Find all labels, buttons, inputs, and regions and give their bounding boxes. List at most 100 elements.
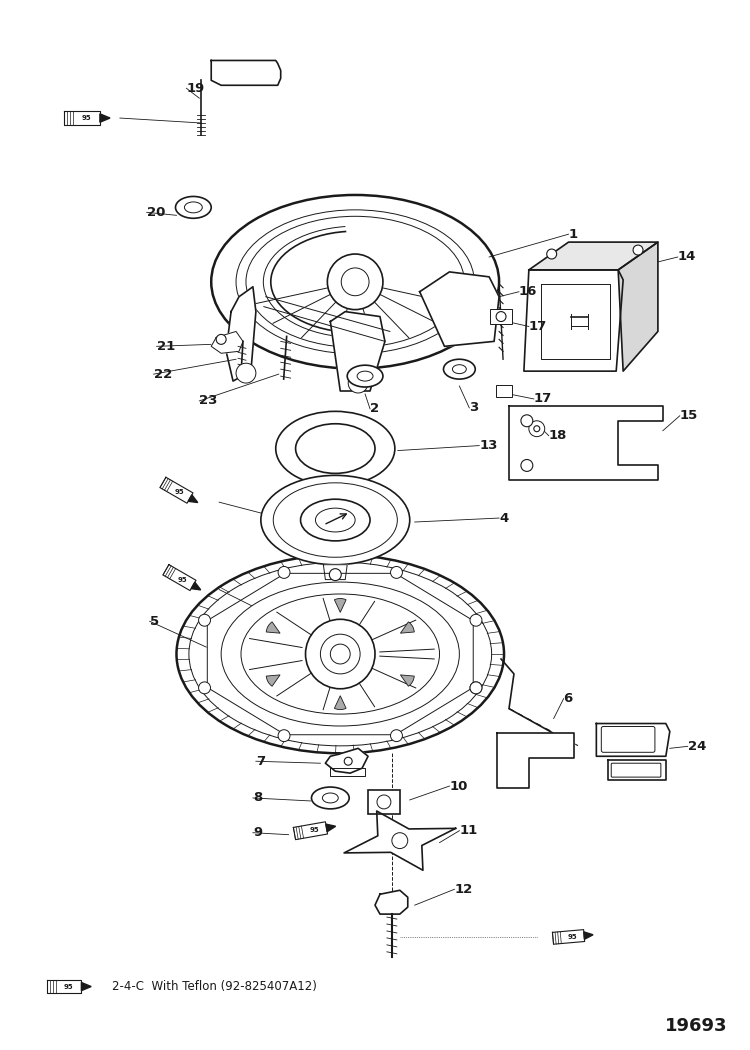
Polygon shape	[163, 565, 196, 590]
Text: 95: 95	[81, 116, 91, 121]
Text: 19693: 19693	[664, 1017, 728, 1035]
Circle shape	[199, 681, 211, 694]
Circle shape	[278, 730, 290, 741]
FancyBboxPatch shape	[368, 790, 400, 814]
Polygon shape	[191, 582, 201, 590]
Circle shape	[327, 254, 383, 310]
Polygon shape	[553, 929, 585, 944]
Polygon shape	[596, 723, 670, 756]
Text: 4: 4	[499, 511, 508, 525]
Circle shape	[529, 421, 544, 437]
Circle shape	[199, 614, 211, 626]
Ellipse shape	[273, 483, 398, 558]
Circle shape	[470, 681, 482, 694]
Circle shape	[392, 833, 408, 848]
Circle shape	[278, 566, 290, 579]
Text: 11: 11	[459, 824, 478, 837]
Ellipse shape	[443, 359, 476, 379]
Text: 95: 95	[64, 984, 73, 989]
Circle shape	[341, 268, 369, 296]
Ellipse shape	[176, 196, 211, 218]
Polygon shape	[529, 243, 658, 270]
Circle shape	[547, 249, 556, 259]
Polygon shape	[541, 284, 610, 359]
Polygon shape	[323, 565, 347, 580]
Text: 2: 2	[370, 402, 380, 416]
Polygon shape	[293, 822, 328, 840]
FancyBboxPatch shape	[602, 727, 655, 752]
Circle shape	[470, 614, 482, 626]
Text: 3: 3	[470, 401, 478, 415]
Ellipse shape	[311, 788, 350, 808]
Polygon shape	[211, 332, 243, 353]
Text: 5: 5	[150, 615, 159, 628]
Text: 20: 20	[147, 206, 165, 218]
Circle shape	[521, 460, 532, 471]
Circle shape	[305, 620, 375, 689]
Circle shape	[348, 373, 368, 393]
FancyBboxPatch shape	[490, 309, 512, 324]
Circle shape	[534, 425, 540, 432]
Circle shape	[391, 566, 403, 579]
Circle shape	[329, 569, 341, 581]
Polygon shape	[211, 61, 280, 85]
Ellipse shape	[261, 476, 410, 565]
Polygon shape	[618, 243, 658, 371]
Text: 19: 19	[187, 82, 205, 94]
Circle shape	[344, 757, 352, 765]
Polygon shape	[47, 980, 82, 993]
Polygon shape	[100, 113, 110, 122]
Ellipse shape	[241, 594, 440, 714]
Polygon shape	[330, 312, 385, 391]
Polygon shape	[160, 478, 193, 503]
Text: 13: 13	[479, 439, 497, 453]
Ellipse shape	[276, 412, 394, 486]
FancyBboxPatch shape	[496, 385, 512, 397]
Circle shape	[330, 644, 350, 664]
Text: 2-4-C  With Teflon (92-825407A12): 2-4-C With Teflon (92-825407A12)	[112, 980, 316, 993]
Text: 18: 18	[549, 429, 567, 442]
FancyBboxPatch shape	[611, 763, 661, 777]
Polygon shape	[188, 495, 198, 503]
Text: 1: 1	[568, 228, 578, 240]
Text: 23: 23	[200, 395, 217, 407]
Ellipse shape	[316, 508, 356, 532]
Circle shape	[377, 795, 391, 808]
Circle shape	[496, 312, 506, 321]
Circle shape	[320, 634, 360, 674]
Text: 17: 17	[529, 320, 547, 333]
Text: 10: 10	[449, 779, 468, 793]
Polygon shape	[64, 111, 100, 125]
Circle shape	[470, 681, 482, 694]
Text: 7: 7	[256, 755, 265, 768]
Ellipse shape	[184, 202, 202, 213]
Polygon shape	[497, 734, 574, 789]
Wedge shape	[400, 622, 414, 633]
Wedge shape	[266, 675, 280, 687]
Circle shape	[216, 334, 226, 344]
Text: 95: 95	[568, 933, 578, 940]
Ellipse shape	[357, 371, 373, 381]
Text: 15: 15	[680, 410, 698, 422]
Text: 21: 21	[157, 340, 175, 353]
Polygon shape	[226, 287, 256, 381]
Wedge shape	[334, 598, 346, 612]
Ellipse shape	[176, 554, 504, 753]
Polygon shape	[82, 983, 92, 990]
Ellipse shape	[211, 195, 499, 369]
Ellipse shape	[452, 364, 466, 374]
Circle shape	[521, 415, 532, 426]
Polygon shape	[375, 890, 408, 915]
Wedge shape	[334, 696, 346, 710]
Polygon shape	[344, 811, 455, 870]
Wedge shape	[266, 622, 280, 633]
Ellipse shape	[221, 582, 459, 726]
Polygon shape	[420, 272, 499, 346]
Text: 12: 12	[454, 883, 472, 896]
Text: 8: 8	[253, 792, 262, 804]
Polygon shape	[608, 760, 666, 780]
Circle shape	[236, 363, 256, 383]
Polygon shape	[584, 931, 593, 940]
Ellipse shape	[296, 424, 375, 474]
Text: 9: 9	[253, 826, 262, 839]
